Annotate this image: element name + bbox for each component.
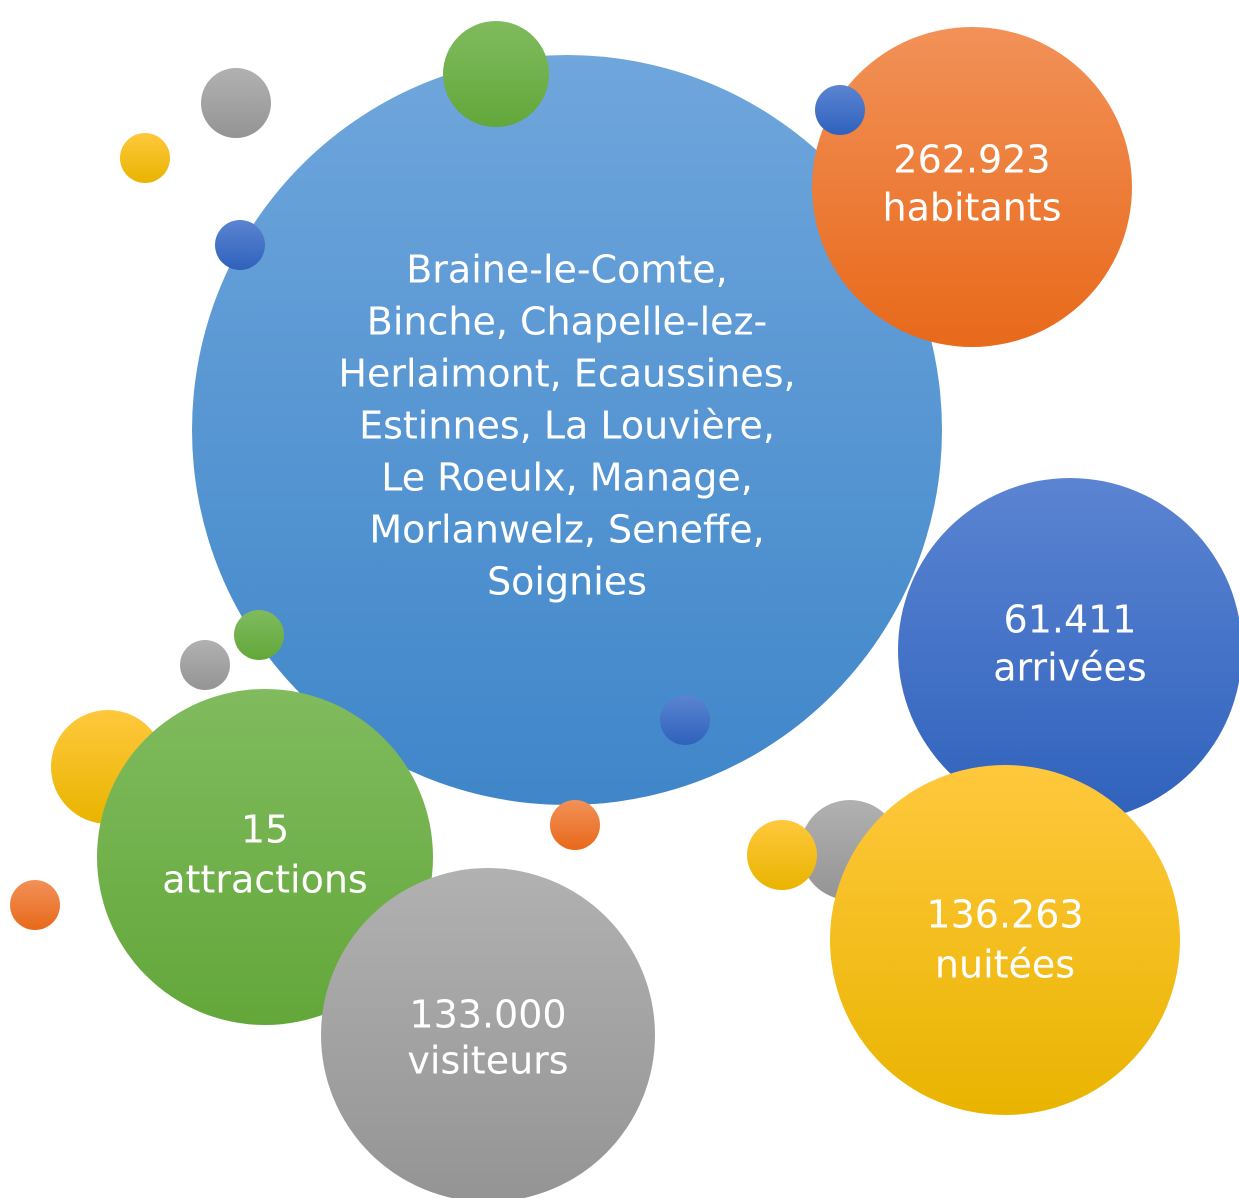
bubble-text: habitants: [882, 186, 1061, 230]
bubble-text: Herlaimont, Ecaussines,: [338, 352, 795, 396]
blue-dot: [660, 695, 710, 745]
green-dot: [443, 21, 549, 127]
blue-bubble: [898, 478, 1239, 822]
bubble-text: nuitées: [935, 943, 1075, 987]
circles: [10, 21, 1239, 1198]
labels: Braine-le-Comte, Binche, Chapelle-lez- Her…: [162, 138, 1146, 1083]
orange-dot: [550, 800, 600, 850]
orange-bubble: [812, 27, 1132, 347]
main-bubble: [192, 55, 942, 805]
bubble-text: attractions: [162, 858, 367, 902]
bubble-text: 15: [241, 808, 289, 852]
bubble-text: Soignies: [487, 560, 647, 604]
yellow-bubble: [830, 765, 1180, 1115]
gray-dot: [201, 68, 271, 138]
bubble-text: Braine-le-Comte,: [406, 248, 728, 292]
bubble-text: 136.263: [926, 893, 1083, 937]
yellow-dot: [747, 820, 817, 890]
bubble-text: 262.923: [893, 138, 1050, 182]
bubble-text: 61.411: [1004, 598, 1137, 642]
yellow-dot: [120, 133, 170, 183]
bubble-text: Estinnes, La Louvière,: [359, 404, 775, 448]
bubble-text: Morlanwelz, Seneffe,: [369, 508, 764, 552]
bubble-text: Binche, Chapelle-lez-: [367, 300, 767, 344]
green-bubble: [97, 689, 433, 1025]
bubble-text: Le Roeulx, Manage,: [381, 456, 753, 500]
bubble-text: arrivées: [993, 646, 1146, 690]
bubble-text: 133.000: [409, 993, 566, 1037]
blue-dot: [215, 220, 265, 270]
gray-dot: [180, 640, 230, 690]
blue-dot: [815, 85, 865, 135]
green-dot: [234, 610, 284, 660]
gray-bubble: [321, 868, 655, 1198]
bubble-text: visiteurs: [407, 1039, 568, 1083]
orange-dot: [10, 880, 60, 930]
